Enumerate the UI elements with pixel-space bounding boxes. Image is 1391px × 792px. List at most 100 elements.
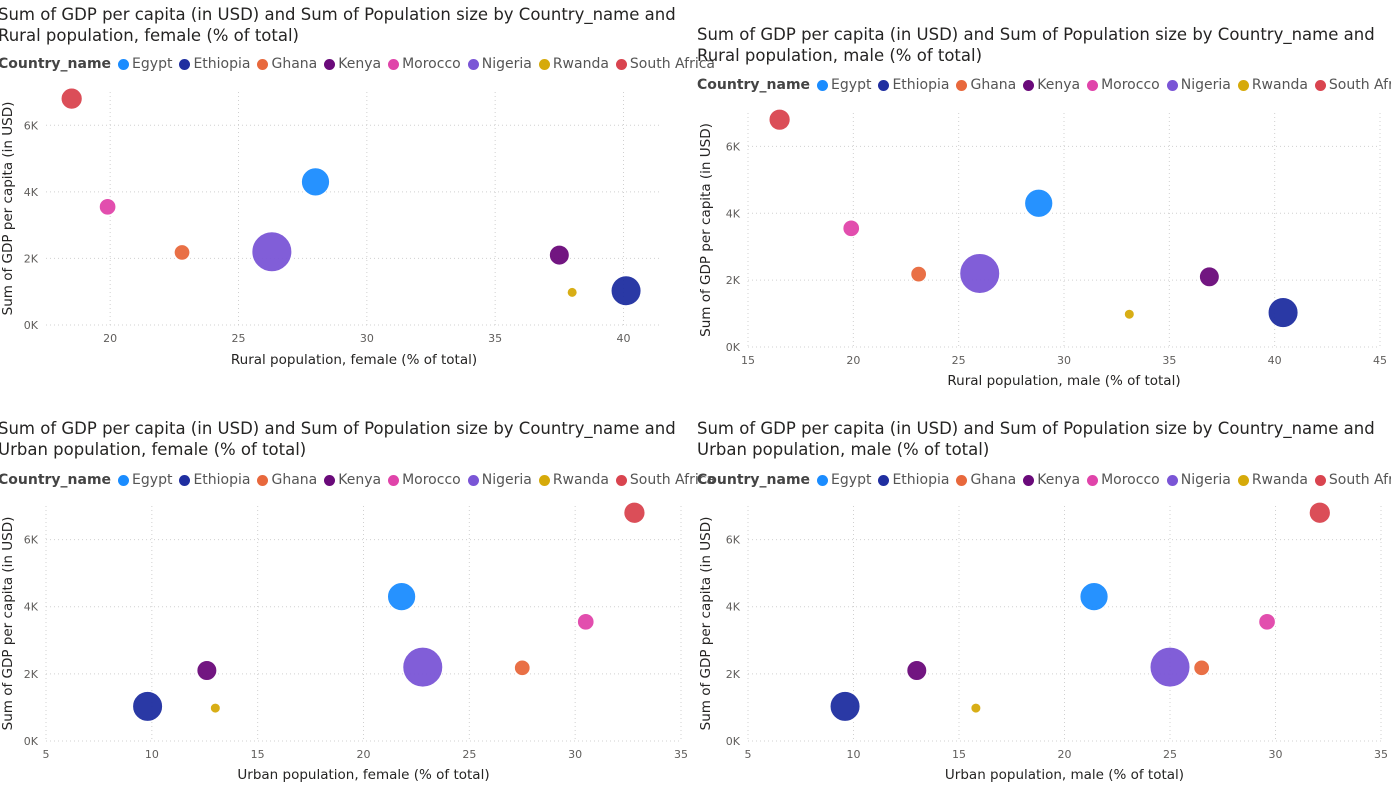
bubble-egypt[interactable] [1079,582,1109,612]
legend-item[interactable]: Kenya [1023,77,1080,93]
legend-marker [467,58,479,70]
x-tick-label: 15 [251,748,265,761]
bubble-ethiopia[interactable] [132,690,164,722]
bubble-ethiopia[interactable] [1267,297,1299,329]
x-axis-title: Urban population, male (% of total) [945,767,1184,783]
bubble-south-africa[interactable] [60,87,83,110]
bubble-rwanda[interactable] [209,702,221,714]
legend-item[interactable]: South Africa [615,56,715,72]
bubble-ghana[interactable] [173,244,191,261]
legend-marker [538,58,550,70]
scatter-plot[interactable]: 0K 2K 4K 6K 5 10 15 20 25 30 35 Urban population, f… [0,396,695,792]
bubble-ethiopia[interactable] [610,275,642,307]
bubble-rwanda[interactable] [1123,308,1135,320]
scatter-plot[interactable]: 0K 2K 4K 6K 20 25 30 35 40 Rural population, fema… [0,0,695,396]
bubble-ghana[interactable] [513,659,531,677]
legend-item[interactable]: Egypt [118,472,172,488]
legend-item[interactable]: South Africa [1314,77,1391,93]
legend-item[interactable]: Ghana [956,472,1016,488]
legend-item[interactable]: Ghana [257,56,317,72]
scatter-plot[interactable]: 0K 2K 4K 6K 15 20 25 30 35 40 45 Rural population, … [697,0,1391,396]
x-tick-label: 30 [1057,354,1071,367]
bubble-kenya[interactable] [1198,266,1220,288]
x-tick-label: 25 [1163,748,1177,761]
legend-item[interactable]: Ghana [257,472,317,488]
legend-item[interactable]: Ethiopia [878,472,949,488]
legend-item[interactable]: Ethiopia [179,472,250,488]
legend-item[interactable]: Nigeria [1166,472,1231,488]
legend-item[interactable]: Rwanda [538,56,609,72]
legend-item[interactable]: Egypt [118,56,172,72]
legend-marker [324,58,336,70]
legend-item[interactable]: Morocco [1087,472,1160,488]
legend-item[interactable]: Rwanda [1237,472,1308,488]
legend-item[interactable]: Morocco [388,472,461,488]
legend-item[interactable]: Kenya [324,472,381,488]
chart-urban-male[interactable]: Sum of GDP per capita (in USD) and Sum o… [697,396,1391,792]
legend-item[interactable]: Ethiopia [878,77,949,93]
y-tick-label: 6K [726,140,741,153]
bubble-south-africa[interactable] [623,501,646,524]
bubble-egypt[interactable] [1024,188,1054,218]
legend-item[interactable]: South Africa [1314,472,1391,488]
legend-item[interactable]: Ethiopia [179,56,250,72]
chart-legend[interactable]: Country_name Egypt Ethiopia Ghana Kenya Moroc… [697,472,1391,488]
chart-legend[interactable]: Country_name Egypt Ethiopia Ghana Kenya Moroc… [697,77,1391,93]
chart-rural-female[interactable]: Sum of GDP per capita (in USD) and Sum o… [0,0,715,396]
y-tick-label: 4K [726,207,741,220]
legend-label: Ghana [271,56,318,72]
bubble-morocco[interactable] [98,198,117,216]
bubble-kenya[interactable] [548,244,570,266]
chart-legend[interactable]: Country_name Egypt Ethiopia Ghana Kenya Moroc… [0,472,722,488]
legend-item[interactable]: Morocco [1087,77,1160,93]
legend-item[interactable]: Ghana [956,77,1016,93]
legend-item[interactable]: Nigeria [1166,77,1231,93]
legend-item[interactable]: Egypt [817,77,871,93]
bubble-nigeria[interactable] [251,231,293,273]
legend-item[interactable]: Rwanda [538,472,609,488]
bubble-nigeria[interactable] [1149,646,1191,688]
legend-marker [817,474,829,486]
bubble-south-africa[interactable] [1308,501,1331,524]
bubble-egypt[interactable] [386,582,417,612]
legend-item[interactable]: Morocco [388,56,461,72]
legend-item[interactable]: Egypt [817,472,871,488]
bubble-morocco[interactable] [1258,612,1276,631]
x-tick-label: 40 [617,332,631,345]
y-tick-label: 2K [726,668,741,681]
bubble-nigeria[interactable] [959,252,1001,294]
chart-rural-male[interactable]: Sum of GDP per capita (in USD) and Sum o… [697,0,1391,396]
legend-item[interactable]: Kenya [324,56,381,72]
x-tick-label: 10 [847,748,861,761]
chart-legend[interactable]: Country_name Egypt Ethiopia Ghana Kenya Moroc… [0,56,722,72]
scatter-plot[interactable]: 0K 2K 4K 6K 5 10 15 20 25 30 35 Urban population, m… [697,396,1391,792]
legend-item[interactable]: Nigeria [467,472,532,488]
legend-title: Country_name [0,472,112,488]
chart-title: Sum of GDP per capita (in USD) and Sum o… [697,419,1375,459]
legend-item[interactable]: Rwanda [1237,77,1308,93]
bubble-ethiopia[interactable] [829,690,861,722]
x-tick-label: 35 [488,332,502,345]
bubble-rwanda[interactable] [970,702,982,714]
legend-marker [257,58,269,70]
chart-urban-female[interactable]: Sum of GDP per capita (in USD) and Sum o… [0,396,715,792]
legend-item[interactable]: South Africa [615,472,715,488]
x-tick-label: 10 [145,748,159,761]
bubble-ghana[interactable] [910,265,928,283]
bubble-morocco[interactable] [842,219,861,238]
bubble-ghana[interactable] [1193,659,1211,677]
y-tick-label: 4K [24,186,39,199]
legend-label: Rwanda [552,56,609,72]
bubble-south-africa[interactable] [768,108,791,131]
bubble-egypt[interactable] [300,167,331,197]
legend-item[interactable]: Kenya [1023,472,1080,488]
legend-item[interactable]: Nigeria [467,56,532,72]
bubble-nigeria[interactable] [402,646,444,688]
legend-label: Egypt [132,472,173,488]
bubble-rwanda[interactable] [566,286,578,298]
y-tick-label: 2K [24,252,39,265]
bubble-morocco[interactable] [576,612,595,631]
x-tick-label: 5 [43,748,50,761]
bubble-kenya[interactable] [906,660,928,681]
bubble-kenya[interactable] [196,660,218,681]
